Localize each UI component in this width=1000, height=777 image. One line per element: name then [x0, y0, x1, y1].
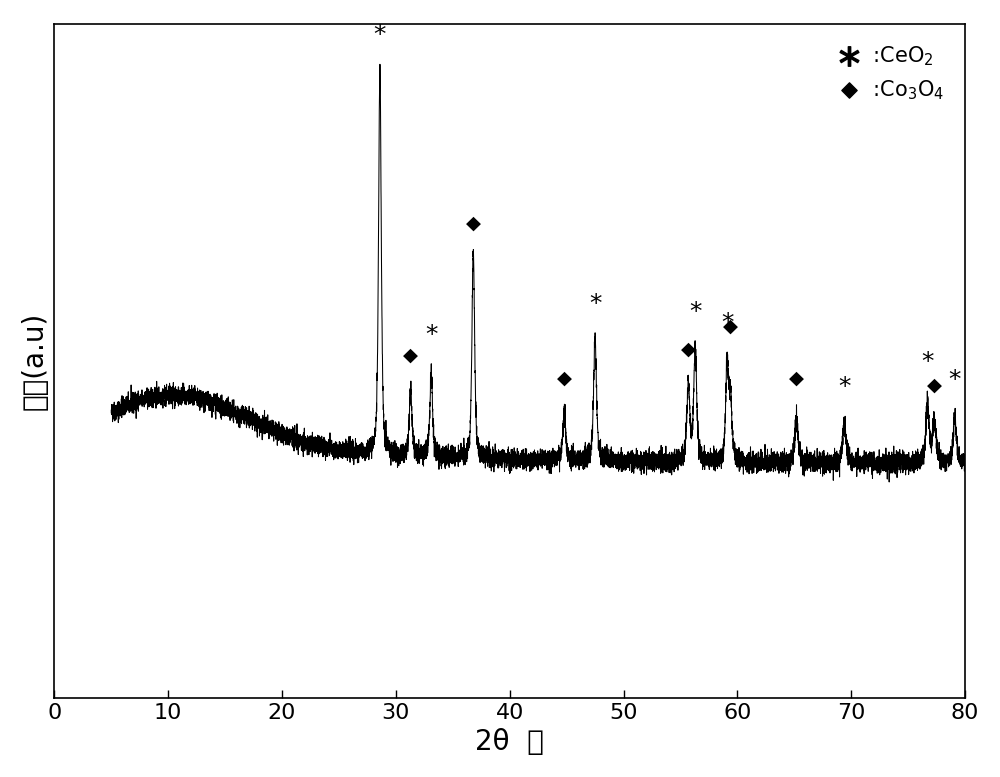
Text: *: * [689, 300, 701, 324]
Text: *: * [425, 323, 437, 347]
Legend:  :CeO$_2$,  :Co$_3$O$_4$: :CeO$_2$, :Co$_3$O$_4$ [828, 34, 955, 113]
Text: ◆: ◆ [723, 316, 738, 335]
Y-axis label: 强度(a.u): 强度(a.u) [21, 312, 49, 410]
Text: ◆: ◆ [557, 368, 572, 388]
Text: ◆: ◆ [927, 375, 942, 395]
Text: *: * [838, 375, 851, 399]
Text: *: * [921, 350, 934, 375]
X-axis label: 2θ  度: 2θ 度 [475, 728, 544, 756]
Text: ◆: ◆ [403, 345, 418, 364]
Text: *: * [589, 292, 601, 316]
Text: *: * [721, 312, 733, 335]
Text: ◆: ◆ [466, 214, 481, 232]
Text: *: * [949, 368, 961, 392]
Text: ◆: ◆ [681, 340, 696, 358]
Text: *: * [374, 23, 386, 47]
Text: ◆: ◆ [789, 369, 804, 388]
